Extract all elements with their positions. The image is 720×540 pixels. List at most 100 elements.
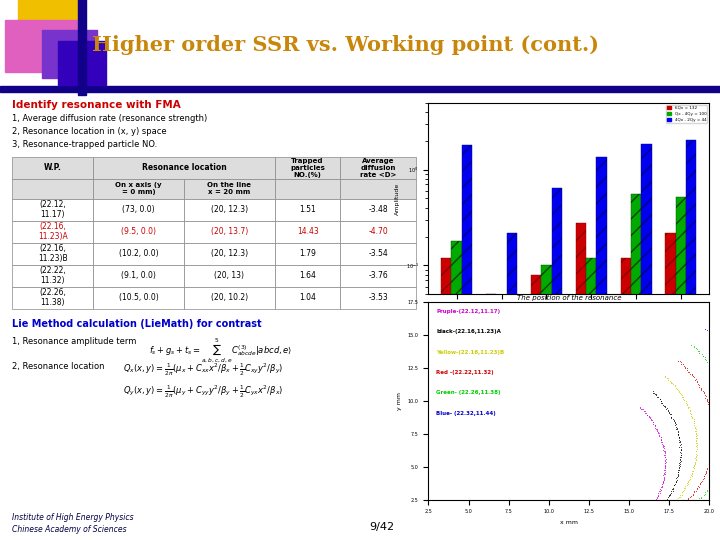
Point <box>657 400 669 409</box>
Point <box>673 435 685 444</box>
Bar <box>184 265 275 287</box>
Point <box>672 430 683 438</box>
Point <box>674 454 685 463</box>
Point <box>667 487 678 495</box>
Point <box>642 411 653 420</box>
Text: 9/42: 9/42 <box>369 522 394 532</box>
Point <box>659 457 670 465</box>
Y-axis label: y mm: y mm <box>397 392 402 410</box>
Point <box>699 353 711 362</box>
Point <box>647 388 659 397</box>
Bar <box>93 199 184 221</box>
Point <box>670 474 682 483</box>
Point <box>660 402 671 411</box>
Bar <box>686 140 696 540</box>
Point <box>674 443 685 451</box>
Point <box>657 479 669 488</box>
Text: -3.76: -3.76 <box>369 271 388 280</box>
Point <box>657 442 669 450</box>
Point <box>675 359 687 368</box>
Point <box>675 449 687 458</box>
Point <box>673 387 685 396</box>
Point <box>662 375 674 384</box>
Bar <box>93 287 184 309</box>
Point <box>687 371 698 380</box>
Text: Average
diffusion
rate <D>: Average diffusion rate <D> <box>360 158 397 178</box>
Point <box>689 424 701 433</box>
Point <box>685 411 697 420</box>
Point <box>660 405 672 414</box>
Point <box>698 389 710 398</box>
Bar <box>341 157 416 179</box>
Point <box>696 476 708 485</box>
Point <box>639 407 651 415</box>
Text: (22.16,
11.23)B: (22.16, 11.23)B <box>38 244 68 264</box>
Bar <box>541 266 552 540</box>
Point <box>682 400 693 408</box>
Point <box>643 411 654 420</box>
Point <box>686 469 698 478</box>
Point <box>669 418 680 427</box>
Point <box>688 461 700 469</box>
Point <box>659 464 670 472</box>
Point <box>688 487 700 495</box>
Point <box>664 410 675 418</box>
Point <box>659 468 670 476</box>
Point <box>687 467 698 476</box>
Point <box>685 492 696 501</box>
Point <box>698 490 709 499</box>
Bar <box>275 287 341 309</box>
Point <box>683 367 694 376</box>
Point <box>701 487 713 495</box>
Bar <box>12 265 93 287</box>
Text: (10.5, 0.0): (10.5, 0.0) <box>119 293 158 302</box>
Point <box>668 481 680 490</box>
Bar <box>341 243 416 265</box>
Point <box>659 401 670 410</box>
Point <box>690 447 702 455</box>
Point <box>669 381 680 389</box>
Point <box>651 495 662 503</box>
Point <box>649 421 661 429</box>
Point <box>690 442 702 451</box>
Point <box>659 466 670 475</box>
Point <box>688 462 700 471</box>
Point <box>672 469 684 478</box>
Bar <box>275 265 341 287</box>
Point <box>659 470 670 478</box>
Point <box>656 399 667 407</box>
Point <box>670 477 682 485</box>
Bar <box>576 222 586 540</box>
Point <box>690 436 702 444</box>
Text: Blue- (22.32,11.44): Blue- (22.32,11.44) <box>436 411 496 416</box>
Point <box>700 467 711 475</box>
Point <box>690 451 701 460</box>
Point <box>688 421 700 429</box>
Point <box>681 364 693 373</box>
Point <box>669 382 680 390</box>
Point <box>661 495 672 504</box>
Point <box>667 485 679 494</box>
Bar <box>341 287 416 309</box>
Text: Red -(22.22,11.32): Red -(22.22,11.32) <box>436 370 494 375</box>
Point <box>649 423 661 432</box>
Point <box>673 461 685 469</box>
Point <box>649 390 660 399</box>
Point <box>692 346 703 355</box>
Point <box>640 409 652 417</box>
Point <box>699 490 711 498</box>
Point <box>651 427 662 436</box>
Point <box>698 387 709 396</box>
Point <box>673 434 685 442</box>
Bar <box>0 86 720 92</box>
Bar <box>341 265 416 287</box>
Point <box>690 438 702 447</box>
Point <box>689 459 701 468</box>
Point <box>682 495 693 503</box>
Point <box>675 451 687 460</box>
Point <box>649 420 660 429</box>
Point <box>690 427 702 435</box>
Point <box>701 465 713 474</box>
Point <box>690 428 702 437</box>
Point <box>680 363 691 372</box>
